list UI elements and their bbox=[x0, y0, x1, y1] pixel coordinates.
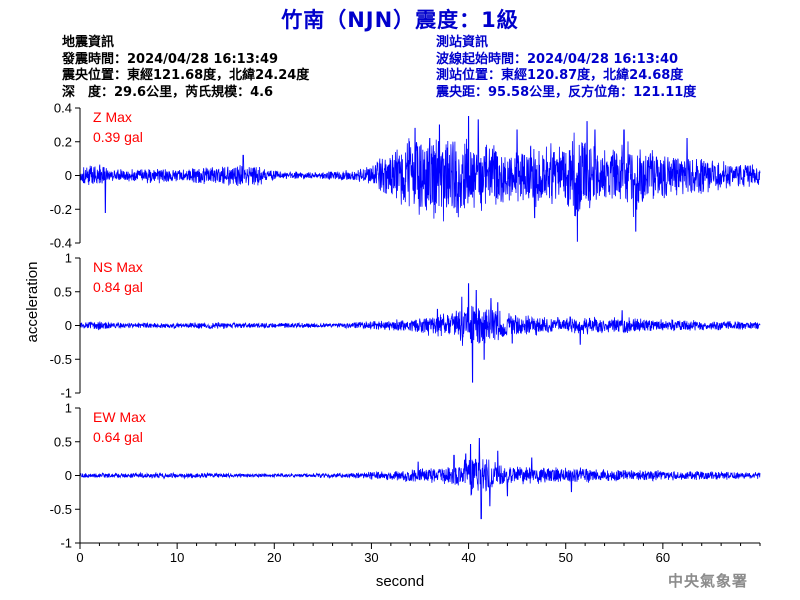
x-tick-label: 10 bbox=[170, 550, 184, 565]
max-label-ns: NS Max bbox=[93, 259, 143, 275]
x-tick-label: 60 bbox=[656, 550, 670, 565]
event-info: 地震資訊 發震時間：2024/04/28 16:13:49 震央位置：東經121… bbox=[62, 35, 309, 101]
chart-title: 竹南（NJN）震度：1級 bbox=[281, 8, 519, 32]
x-tick-label: 0 bbox=[76, 550, 83, 565]
max-label-z: Z Max bbox=[93, 109, 132, 125]
y-tick-label: -0.2 bbox=[50, 202, 72, 217]
distance-azimuth: 震央距：95.58公里，反方位角：121.11度 bbox=[436, 84, 697, 100]
y-tick-label: 0 bbox=[65, 318, 72, 333]
max-value-z: 0.39 gal bbox=[93, 129, 143, 145]
x-axis-title: second bbox=[376, 573, 424, 590]
event-info-heading: 地震資訊 bbox=[62, 35, 115, 50]
wave-start-time: 波線起始時間：2024/04/28 16:13:40 bbox=[436, 51, 679, 67]
y-tick-label: 0.5 bbox=[54, 284, 72, 299]
waveform-z bbox=[79, 116, 761, 242]
y-tick-label: -0.5 bbox=[50, 502, 72, 517]
y-tick-label: 0 bbox=[65, 168, 72, 183]
station-info: 測站資訊 波線起始時間：2024/04/28 16:13:40 測站位置：東經1… bbox=[436, 35, 696, 101]
y-tick-label: 0.5 bbox=[54, 434, 72, 449]
y-axis-title: acceleration bbox=[24, 262, 41, 343]
y-tick-label: 0.4 bbox=[54, 101, 72, 116]
x-tick-label: 40 bbox=[461, 550, 475, 565]
y-tick-label: -0.5 bbox=[50, 352, 72, 367]
station-location: 測站位置：東經120.87度，北緯24.68度 bbox=[436, 68, 684, 83]
origin-time: 發震時間：2024/04/28 16:13:49 bbox=[62, 51, 279, 67]
agency-footer: 中央氣象署 bbox=[667, 572, 748, 590]
y-tick-label: 0 bbox=[65, 468, 72, 483]
y-tick-label: -1 bbox=[60, 386, 72, 401]
y-tick-label: -1 bbox=[60, 536, 72, 551]
y-tick-label: 1 bbox=[65, 401, 72, 416]
waveform-ew bbox=[79, 438, 761, 520]
max-value-ew: 0.64 gal bbox=[93, 429, 143, 445]
y-tick-label: 0.2 bbox=[54, 134, 72, 149]
y-tick-label: 1 bbox=[65, 251, 72, 266]
max-value-ns: 0.84 gal bbox=[93, 279, 143, 295]
x-tick-label: 50 bbox=[558, 550, 572, 565]
x-tick-label: 30 bbox=[364, 550, 378, 565]
depth-magnitude: 深 度：29.6公里，芮氏規模：4.6 bbox=[62, 84, 274, 100]
station-info-heading: 測站資訊 bbox=[436, 35, 489, 50]
x-tick-label: 20 bbox=[267, 550, 281, 565]
max-label-ew: EW Max bbox=[93, 409, 146, 425]
waveform-ns bbox=[79, 283, 761, 383]
y-tick-label: -0.4 bbox=[50, 236, 72, 251]
epicenter-location: 震央位置：東經121.68度，北緯24.24度 bbox=[62, 68, 310, 83]
